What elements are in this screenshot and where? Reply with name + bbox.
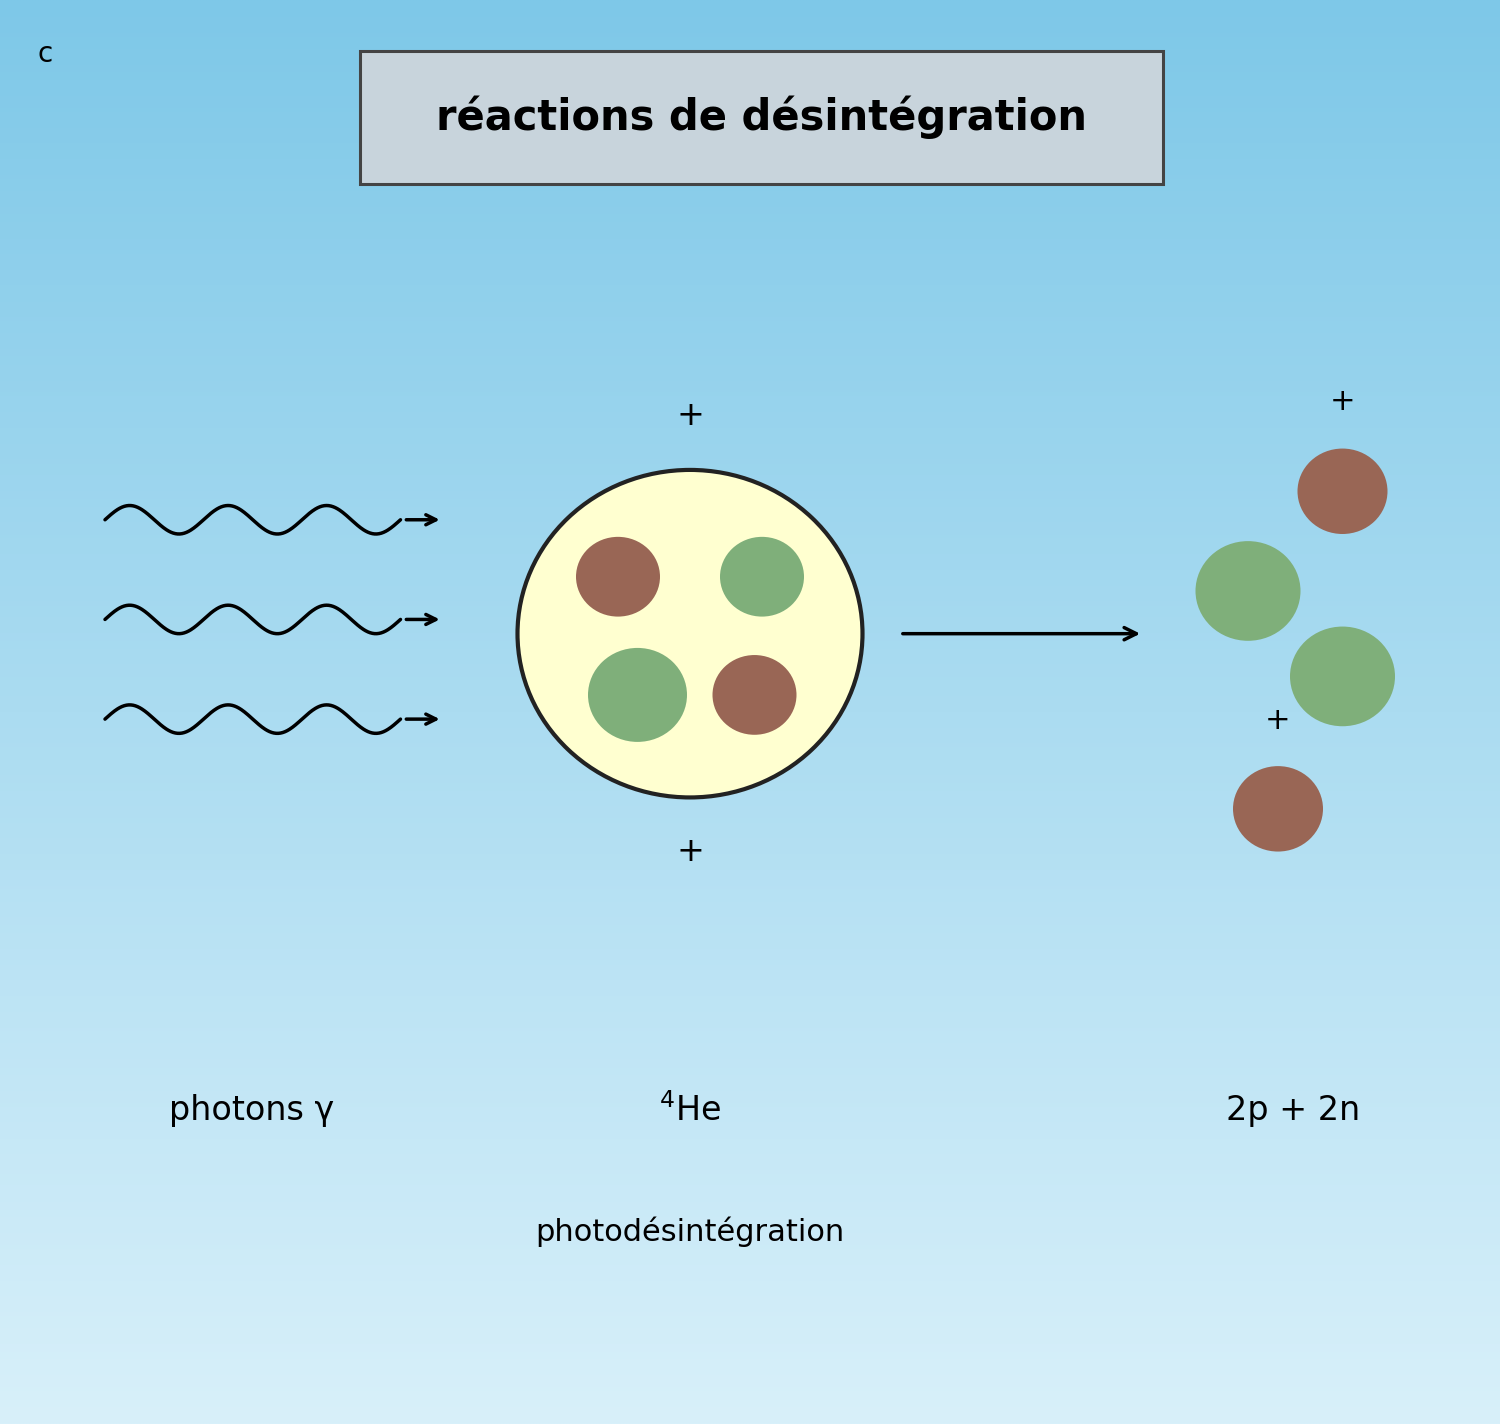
Text: 2p + 2n: 2p + 2n <box>1226 1094 1360 1128</box>
FancyBboxPatch shape <box>360 51 1162 184</box>
Circle shape <box>588 648 687 742</box>
Circle shape <box>1290 627 1395 726</box>
Text: photodésintégration: photodésintégration <box>536 1216 844 1247</box>
Circle shape <box>518 470 862 797</box>
Circle shape <box>1233 766 1323 852</box>
Text: +: + <box>1264 706 1292 735</box>
Text: +: + <box>1329 387 1356 416</box>
Circle shape <box>712 655 797 735</box>
Circle shape <box>720 537 804 617</box>
Text: photons γ: photons γ <box>170 1094 334 1128</box>
Text: +: + <box>676 834 703 869</box>
Circle shape <box>1298 449 1388 534</box>
Text: $^{4}$He: $^{4}$He <box>658 1094 722 1128</box>
Text: c: c <box>38 40 52 68</box>
Circle shape <box>1196 541 1300 641</box>
Circle shape <box>576 537 660 617</box>
Text: réactions de désintégration: réactions de désintégration <box>436 95 1088 138</box>
Text: +: + <box>676 399 703 433</box>
